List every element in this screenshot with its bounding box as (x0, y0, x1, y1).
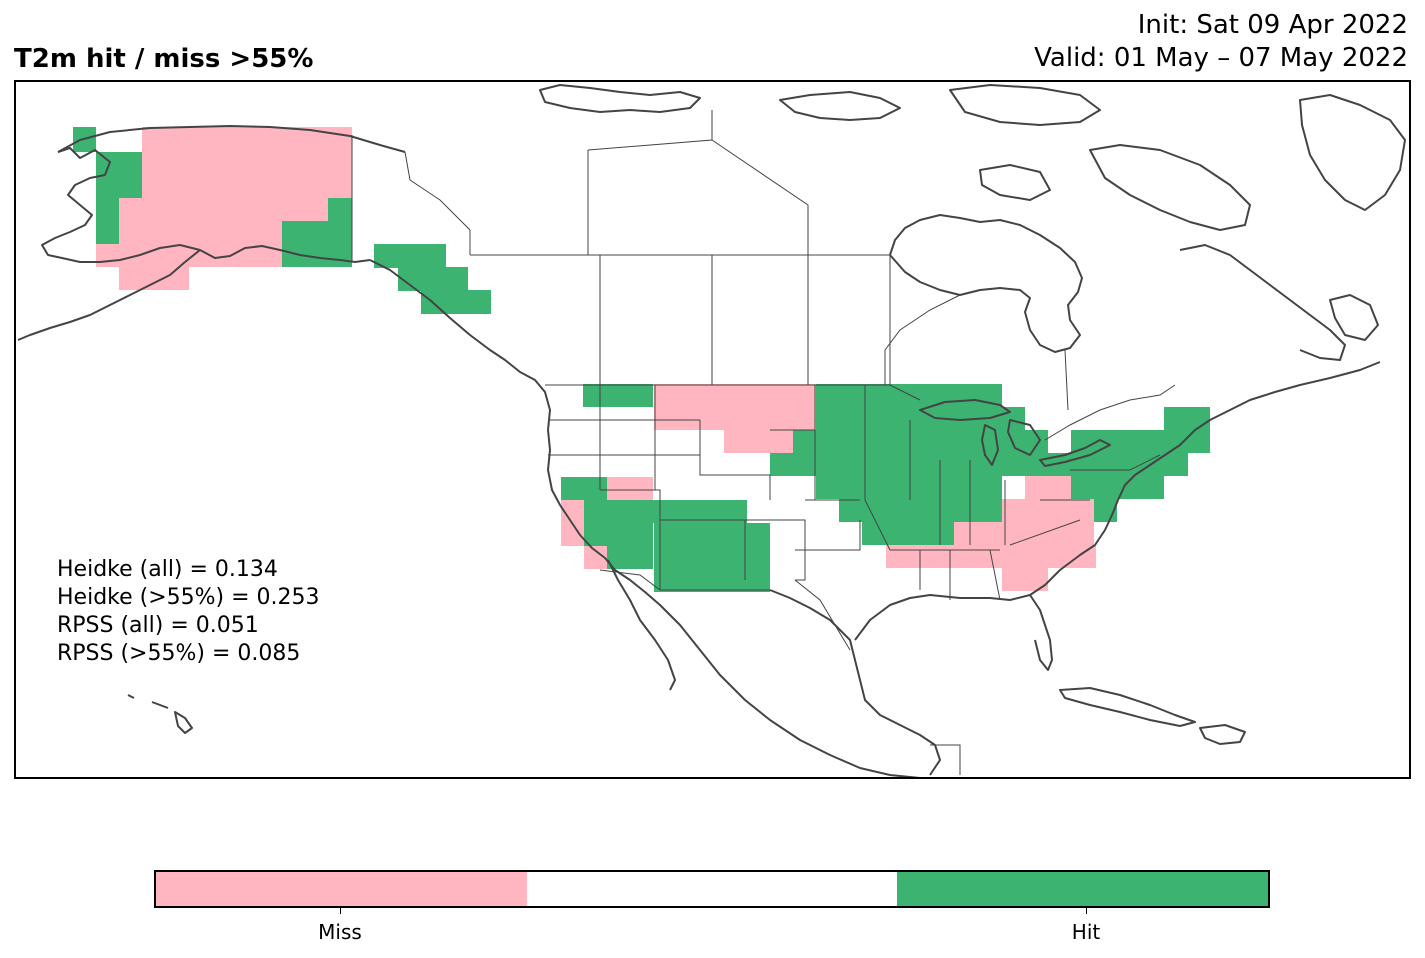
aleutian-coast (17, 249, 201, 341)
alaska-north-coast (57, 125, 406, 153)
hit-cell (816, 476, 1002, 499)
heidke-all-score: Heidke (all) = 0.134 (57, 557, 278, 582)
us-mexico-border (599, 569, 770, 591)
heidke-55-score: Heidke (>55%) = 0.253 (57, 585, 320, 610)
hit-cell (607, 546, 653, 569)
hit-cell (561, 477, 607, 500)
miss-cell (607, 477, 653, 500)
colorbar-hit-segment (897, 872, 1269, 906)
arctic-island-3 (949, 84, 1101, 126)
hit-cell (770, 453, 1002, 476)
hit-cell (1002, 407, 1025, 476)
map-frame (14, 80, 1411, 779)
score-panel: Heidke (all) = 0.134 Heidke (>55%) = 0.2… (57, 556, 320, 668)
colorbar-label-miss: Miss (318, 920, 362, 944)
colorbar (154, 870, 1270, 908)
us-state-lines-1 (548, 385, 815, 500)
territories-border (587, 110, 809, 255)
quebec-ontario-border (884, 294, 1069, 411)
miss-cell (654, 384, 816, 430)
hit-cell (654, 569, 770, 592)
lake-erie-ontario (1039, 439, 1111, 467)
miss-cell (119, 267, 189, 290)
colorbar-label-hit: Hit (1071, 920, 1101, 944)
hit-cell (1164, 407, 1210, 453)
hit-cell (374, 244, 446, 268)
hit-cell (654, 523, 770, 569)
hawaii-islands (127, 694, 193, 734)
miss-cell (1002, 499, 1095, 522)
us-state-lines-3 (814, 385, 1006, 551)
atlantic-coast (1029, 361, 1381, 596)
coastlines (17, 84, 1406, 779)
hit-cell (583, 384, 653, 407)
arctic-island-4 (979, 164, 1051, 201)
borders (351, 110, 1176, 775)
hit-cell (1025, 430, 1048, 476)
cuba-coast (1059, 687, 1196, 727)
hit-cell (816, 384, 1002, 430)
rpss-all-score: RPSS (all) = 0.051 (57, 613, 259, 638)
chart-title: T2m hit / miss >55% (14, 44, 314, 74)
colorbar-tick-hit (1086, 908, 1087, 914)
manitoba-ontario-border (808, 254, 891, 385)
lake-superior (919, 399, 1011, 421)
rpss-55-score: RPSS (>55%) = 0.085 (57, 641, 301, 666)
miss-cell (1002, 568, 1048, 591)
hudson-bay-coast (889, 214, 1083, 353)
forecast-grid (73, 127, 1210, 592)
pacific-coast (369, 259, 921, 779)
yukon-nwt-border (404, 151, 471, 255)
arctic-island-1 (539, 84, 701, 113)
us-state-lines-4 (890, 454, 1161, 601)
valid-period: Valid: 01 May – 07 May 2022 (1034, 43, 1408, 73)
mexico-state-lines (794, 579, 961, 775)
miss-cell (1025, 476, 1071, 499)
hit-cell (839, 499, 1002, 522)
hit-cell (1071, 430, 1164, 453)
greenland-coast (1299, 94, 1406, 211)
gulf-north-coast (854, 594, 1053, 671)
hit-cell (398, 267, 468, 291)
init-date: Init: Sat 09 Apr 2022 (1137, 10, 1408, 40)
miss-cell (119, 221, 282, 244)
hit-cell (1071, 476, 1164, 499)
colorbar-miss-segment (156, 872, 527, 906)
baffin-island (1089, 144, 1251, 231)
us-state-lines-2 (600, 489, 861, 590)
miss-cell (142, 152, 352, 198)
colorbar-tick-miss (340, 908, 341, 914)
miss-cell (189, 127, 352, 152)
hit-cell (328, 198, 352, 221)
labrador-coast (1179, 244, 1346, 361)
lake-huron (1007, 419, 1041, 456)
hit-cell (584, 523, 653, 546)
gulf-coast (769, 589, 941, 776)
hit-cell (1048, 453, 1188, 476)
us-canada-border-east (1044, 384, 1176, 441)
colorbar-neutral-segment (526, 872, 898, 906)
alaska-coast (41, 147, 371, 263)
miss-cell (954, 522, 1094, 545)
hit-cell (96, 198, 119, 244)
lake-michigan (981, 424, 999, 466)
arctic-island-2 (779, 91, 901, 121)
miss-cell (724, 430, 793, 453)
miss-cell (793, 384, 816, 430)
miss-cell (119, 198, 329, 221)
hit-cell (793, 430, 1002, 453)
miss-cell (584, 546, 607, 569)
hispaniola-coast (1199, 724, 1246, 745)
hit-cell (584, 500, 747, 523)
baja-coast (607, 559, 676, 691)
miss-cell (96, 244, 282, 267)
newfoundland-coast (1329, 294, 1379, 341)
